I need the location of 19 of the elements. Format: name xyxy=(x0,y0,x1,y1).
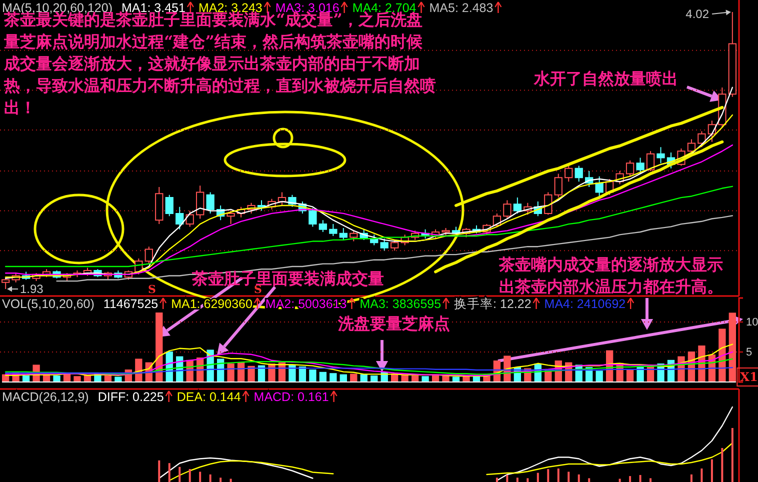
annotation: 4.02 xyxy=(686,7,710,21)
text: X1 xyxy=(740,370,758,384)
annotation: S xyxy=(148,283,156,296)
text: MACD: 0.161 xyxy=(254,390,329,404)
text: DIFF: 0.225 xyxy=(98,390,164,404)
annotation: 洗盘要量芝麻点 xyxy=(337,314,450,333)
text: DEA: 0.144 xyxy=(176,390,241,404)
annotation: 水开了自然放量喷出 xyxy=(533,69,678,88)
y-tick-label: 5 xyxy=(746,346,752,359)
legend-title: MACD(26,12,9) xyxy=(2,390,89,404)
series-label: 11467525 xyxy=(103,297,158,311)
annotation: 换手率: 12.22 xyxy=(454,296,532,311)
text: MA5: 2.483 xyxy=(429,1,494,15)
text: MA4: 2410692 xyxy=(544,297,626,311)
text: MA3: 3836595 xyxy=(360,297,442,311)
legend-title: VOL(5,10,20,60) xyxy=(2,297,94,311)
annotation: 茶壶嘴内成交量的逐渐放大显示出茶壶内部水温压力都在升高。 xyxy=(498,255,723,296)
annotation: 1.93 xyxy=(20,282,44,296)
y-tick-label: 10 xyxy=(746,316,758,329)
